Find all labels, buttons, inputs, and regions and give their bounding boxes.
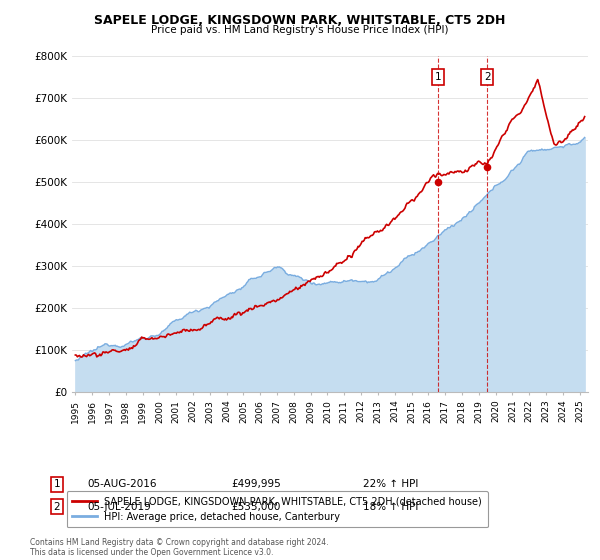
- Text: Contains HM Land Registry data © Crown copyright and database right 2024.
This d: Contains HM Land Registry data © Crown c…: [30, 538, 329, 557]
- Text: 18% ↑ HPI: 18% ↑ HPI: [363, 502, 418, 512]
- Text: 05-AUG-2016: 05-AUG-2016: [87, 479, 157, 489]
- Text: Price paid vs. HM Land Registry's House Price Index (HPI): Price paid vs. HM Land Registry's House …: [151, 25, 449, 35]
- Point: [433, 178, 443, 186]
- Text: SAPELE LODGE, KINGSDOWN PARK, WHITSTABLE, CT5 2DH: SAPELE LODGE, KINGSDOWN PARK, WHITSTABLE…: [94, 14, 506, 27]
- Text: 1: 1: [53, 479, 61, 489]
- Text: 22% ↑ HPI: 22% ↑ HPI: [363, 479, 418, 489]
- Text: £535,000: £535,000: [231, 502, 280, 512]
- Text: £499,995: £499,995: [231, 479, 281, 489]
- Point: [482, 163, 492, 172]
- Legend: SAPELE LODGE, KINGSDOWN PARK, WHITSTABLE, CT5 2DH (detached house), HPI: Average: SAPELE LODGE, KINGSDOWN PARK, WHITSTABLE…: [67, 491, 488, 528]
- Text: 2: 2: [53, 502, 61, 512]
- Text: 2: 2: [484, 72, 490, 82]
- Text: 05-JUL-2019: 05-JUL-2019: [87, 502, 151, 512]
- Text: 1: 1: [435, 72, 442, 82]
